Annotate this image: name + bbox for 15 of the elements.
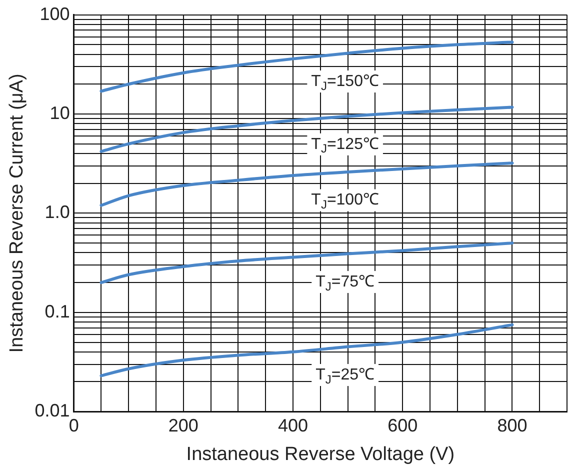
y-tick-label: 1.0	[44, 202, 70, 222]
y-tick-label: 100	[40, 4, 70, 24]
line-series	[100, 40, 514, 93]
x-tick-label: 200	[168, 415, 198, 436]
y-axis-title: Instaneous Reverse Current (μA)	[6, 74, 28, 353]
x-tick-label: 600	[388, 415, 418, 436]
x-axis-title: Instaneous Reverse Voltage (V)	[186, 444, 455, 465]
line-series	[100, 106, 514, 153]
y-tick-label: 10	[50, 102, 70, 123]
x-tick-label: 400	[278, 415, 308, 436]
x-tick-label: 0	[68, 415, 79, 436]
line-series	[100, 162, 514, 207]
x-tick-label: 800	[497, 415, 528, 436]
y-tick-label: 0.01	[34, 400, 70, 421]
y-tick-label: 0.1	[44, 301, 70, 322]
